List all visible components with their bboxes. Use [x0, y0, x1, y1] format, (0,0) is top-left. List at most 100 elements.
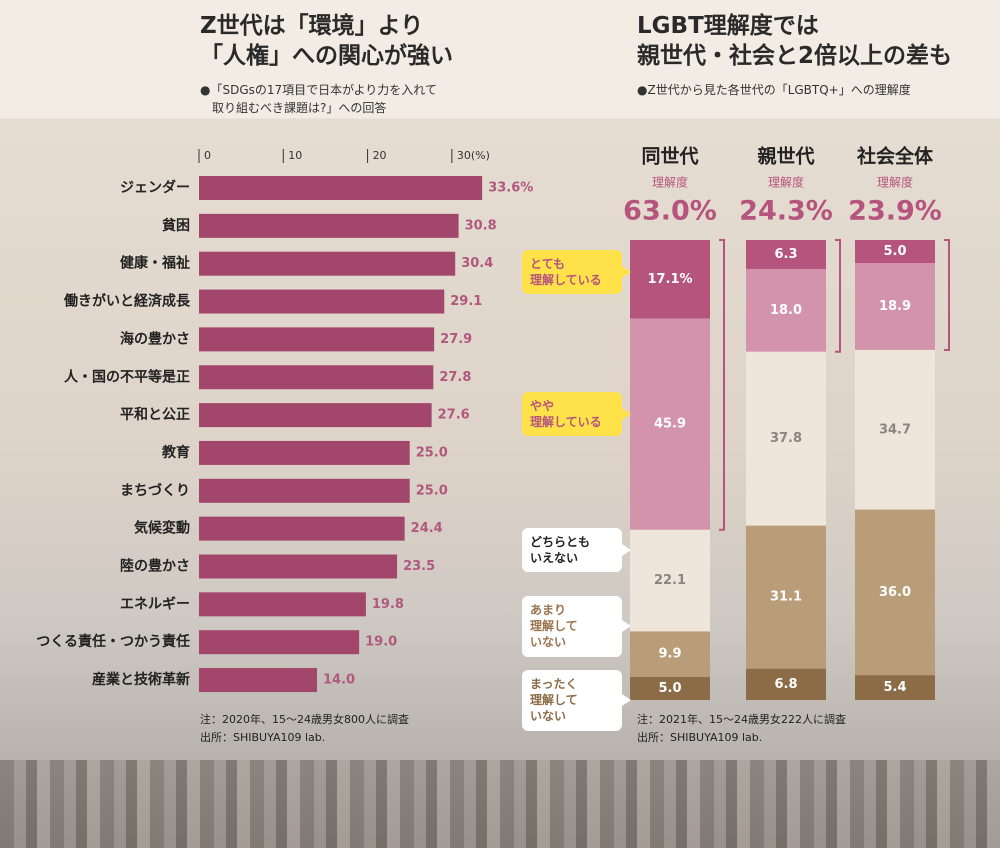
bar-segment	[630, 631, 710, 677]
bar	[199, 213, 459, 238]
legend-entry: あまり 理解して いない	[522, 596, 631, 657]
category-label: ジェンダー	[120, 179, 190, 196]
value-label: 5.0	[658, 681, 681, 696]
value-label: 25.0	[416, 483, 448, 498]
legend-entry: やや 理解している	[522, 392, 631, 437]
category-label: 働きがいと経済成長	[63, 293, 191, 310]
bar-segment	[746, 351, 826, 526]
value-label: 37.8	[770, 431, 802, 446]
x-tick-label: 0	[204, 149, 211, 162]
bar	[199, 592, 366, 617]
x-tick-label: 20	[373, 149, 387, 162]
bracket	[719, 239, 725, 531]
category-label: 同世代	[641, 146, 698, 168]
category-label: 人・国の不平等是正	[64, 368, 190, 385]
value-label: 23.5	[403, 559, 435, 574]
bar-segment	[746, 668, 826, 700]
value-label: 27.8	[439, 370, 471, 385]
value-label: 27.9	[440, 332, 472, 347]
bar-segment	[746, 240, 826, 269]
note: 注：2020年、15～24歳男女800人に調査	[200, 712, 409, 726]
value-label: 36.0	[879, 585, 911, 600]
value-label: 30.4	[461, 256, 493, 271]
bar	[199, 327, 435, 352]
value-label: 18.9	[879, 299, 911, 314]
background-photo	[0, 760, 1000, 848]
bar	[199, 289, 445, 314]
bar	[199, 176, 483, 200]
bar	[199, 478, 410, 503]
value-label: 25.0	[416, 445, 448, 460]
category-label: つくる責任・つかう責任	[36, 633, 190, 650]
bar	[199, 516, 405, 541]
chart-subtitle: ●「SDGsの17項目で日本がより力を入れて 取り組むべき課題は?」への回答	[200, 82, 437, 115]
category-label: 親世代	[757, 145, 814, 168]
bar-segment	[630, 240, 710, 319]
value-label: 22.1	[654, 573, 686, 588]
value-label: 31.1	[770, 590, 802, 605]
bar	[199, 365, 434, 390]
category-label: 社会全体	[856, 145, 934, 168]
legend-entry: どちらとも いえない	[522, 528, 631, 573]
understanding-label: 理解度	[768, 175, 804, 190]
value-label: 29.1	[450, 294, 482, 309]
category-label: 貧困	[162, 217, 190, 234]
bar-segment	[630, 529, 710, 632]
bar	[199, 251, 456, 276]
understanding-value: 24.3%	[739, 196, 833, 227]
bar-segment	[630, 318, 710, 530]
note: 注：2021年、15～24歳男女222人に調査	[637, 712, 846, 726]
chart-subtitle: ●Z世代から見た各世代の「LGBTQ+」への理解度	[637, 82, 911, 97]
value-label: 6.8	[774, 677, 797, 692]
bar-segment	[746, 268, 826, 352]
value-label: 14.0	[323, 673, 355, 688]
bracket	[835, 239, 841, 353]
value-label: 19.0	[365, 635, 397, 650]
bar	[199, 440, 410, 465]
category-label: 気候変動	[134, 520, 190, 537]
category-label: 健康・福祉	[120, 255, 190, 272]
value-label: 24.4	[411, 521, 443, 536]
category-label: 平和と公正	[120, 407, 190, 423]
understanding-value: 63.0%	[623, 196, 717, 227]
bar-segment	[855, 675, 935, 700]
value-label: 5.4	[883, 680, 906, 695]
bar-segment	[855, 349, 935, 510]
value-label: 5.0	[883, 244, 906, 259]
category-label: エネルギー	[120, 595, 190, 612]
chart-title: Z世代は「環境」より「人権」への関心が強い	[200, 12, 453, 69]
value-label: 9.9	[658, 647, 681, 662]
understanding-label: 理解度	[877, 175, 913, 190]
bar-segment	[855, 509, 935, 676]
understanding-label: 理解度	[652, 175, 688, 190]
bar-segment	[746, 525, 826, 669]
value-label: 17.1%	[647, 272, 692, 287]
bar	[199, 554, 398, 579]
category-label: 教育	[162, 444, 190, 461]
bar	[199, 403, 432, 428]
value-label: 45.9	[654, 417, 686, 432]
category-label: まちづくり	[120, 482, 190, 499]
chart-title: LGBT理解度では親世代・社会と2倍以上の差も	[637, 12, 952, 69]
legend-entry: とても 理解している	[522, 250, 631, 295]
category-label: 海の豊かさ	[120, 330, 190, 347]
bar	[199, 668, 317, 693]
bar-segment	[855, 263, 935, 350]
bracket	[944, 239, 950, 351]
x-tick-label: 10	[288, 149, 302, 162]
value-label: 27.6	[438, 408, 470, 423]
note: 出所：SHIBUYA109 lab.	[637, 730, 762, 744]
bar-segment	[855, 240, 935, 263]
x-tick-label: 30(%)	[457, 149, 490, 162]
bar	[199, 630, 360, 655]
value-label: 19.8	[372, 597, 404, 612]
value-label: 6.3	[774, 247, 797, 262]
category-label: 陸の豊かさ	[120, 558, 190, 575]
legend-entry: まったく 理解して いない	[522, 670, 631, 731]
value-label: 18.0	[770, 303, 802, 318]
bar-segment	[630, 677, 710, 700]
category-label: 産業と技術革新	[92, 671, 190, 688]
value-label: 34.7	[879, 422, 911, 437]
